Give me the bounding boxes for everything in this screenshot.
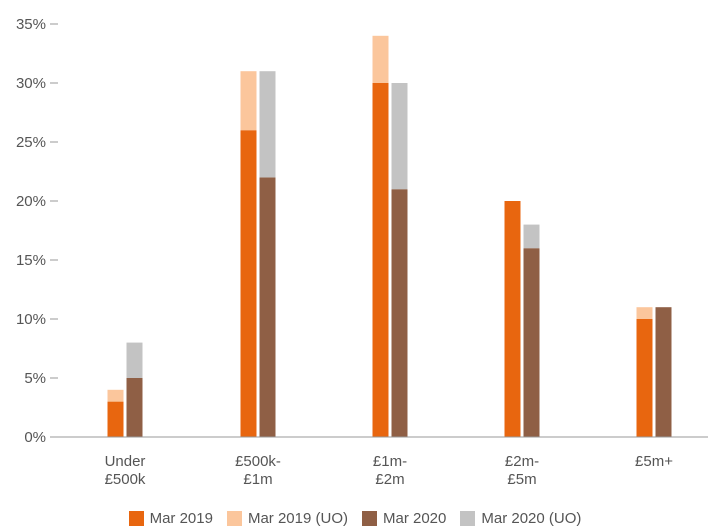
bar-mar-2019 xyxy=(240,130,257,437)
bar-mar-2020 xyxy=(126,378,143,437)
bar-mar-2019-uo xyxy=(240,71,257,131)
x-tick-label: £1m- xyxy=(373,453,407,470)
bar-mar-2020 xyxy=(523,248,540,437)
bar-mar-2020-uo xyxy=(391,83,408,190)
bar-mar-2020 xyxy=(391,189,408,437)
bar-mar-2019-uo xyxy=(636,307,653,319)
x-tick-label: £5m xyxy=(507,471,536,488)
bar-mar-2019 xyxy=(636,319,653,437)
bar-mar-2020 xyxy=(655,307,672,437)
y-tick-label: 5% xyxy=(24,370,46,387)
bar-mar-2020-uo xyxy=(523,224,540,249)
legend-label: Mar 2019 xyxy=(149,509,213,527)
legend-swatch-mar-2020-uo xyxy=(460,510,476,526)
bar-mar-2020 xyxy=(259,177,276,437)
x-axis-labels: Under£500k £500k-£1m £1m-£2m £2m-£5m £5m+ xyxy=(105,453,674,488)
bar-mar-2020-uo xyxy=(259,71,276,178)
legend-item-mar-2019: Mar 2019 xyxy=(128,509,213,527)
legend-swatch-mar-2019 xyxy=(128,510,144,526)
legend-swatch-mar-2019-uo xyxy=(226,510,242,526)
legend-item-mar-2019-uo: Mar 2019 (UO) xyxy=(226,509,348,527)
bar-mar-2019 xyxy=(107,401,124,437)
bars xyxy=(107,35,672,437)
x-tick-label: £1m xyxy=(243,471,272,488)
bar-mar-2020-uo xyxy=(126,342,143,378)
legend: Mar 2019 Mar 2019 (UO) Mar 2020 Mar 2020… xyxy=(0,508,710,528)
x-tick-label: £2m- xyxy=(505,453,539,470)
bar-mar-2019 xyxy=(504,201,521,437)
x-tick-label: £5m+ xyxy=(635,453,673,470)
x-tick-label: Under xyxy=(105,453,146,470)
legend-label: Mar 2020 xyxy=(383,509,447,527)
x-tick-label: £500k- xyxy=(235,453,281,470)
y-tick-label: 35% xyxy=(16,16,46,33)
x-tick-label: £2m xyxy=(375,471,404,488)
y-tick-label: 20% xyxy=(16,193,46,210)
legend-item-mar-2020-uo: Mar 2020 (UO) xyxy=(460,510,581,527)
y-axis-ticks: 0% 5% 10% 15% 20% 25% 30% 35% xyxy=(16,16,58,446)
y-tick-label: 25% xyxy=(16,134,46,151)
bar-mar-2019-uo xyxy=(372,35,389,83)
legend-item-mar-2020: Mar 2020 xyxy=(362,510,446,527)
legend-label: Mar 2019 (UO) xyxy=(247,509,348,527)
y-tick-label: 30% xyxy=(16,75,46,92)
y-tick-label: 10% xyxy=(16,311,46,328)
bar-mar-2019 xyxy=(372,83,389,437)
y-tick-label: 15% xyxy=(16,252,46,269)
legend-label: Mar 2020 (UO) xyxy=(481,509,582,527)
bar-mar-2019-uo xyxy=(107,389,124,402)
legend-swatch-mar-2020 xyxy=(362,510,377,526)
x-tick-label: £500k xyxy=(105,471,146,488)
y-tick-label: 0% xyxy=(24,429,46,446)
